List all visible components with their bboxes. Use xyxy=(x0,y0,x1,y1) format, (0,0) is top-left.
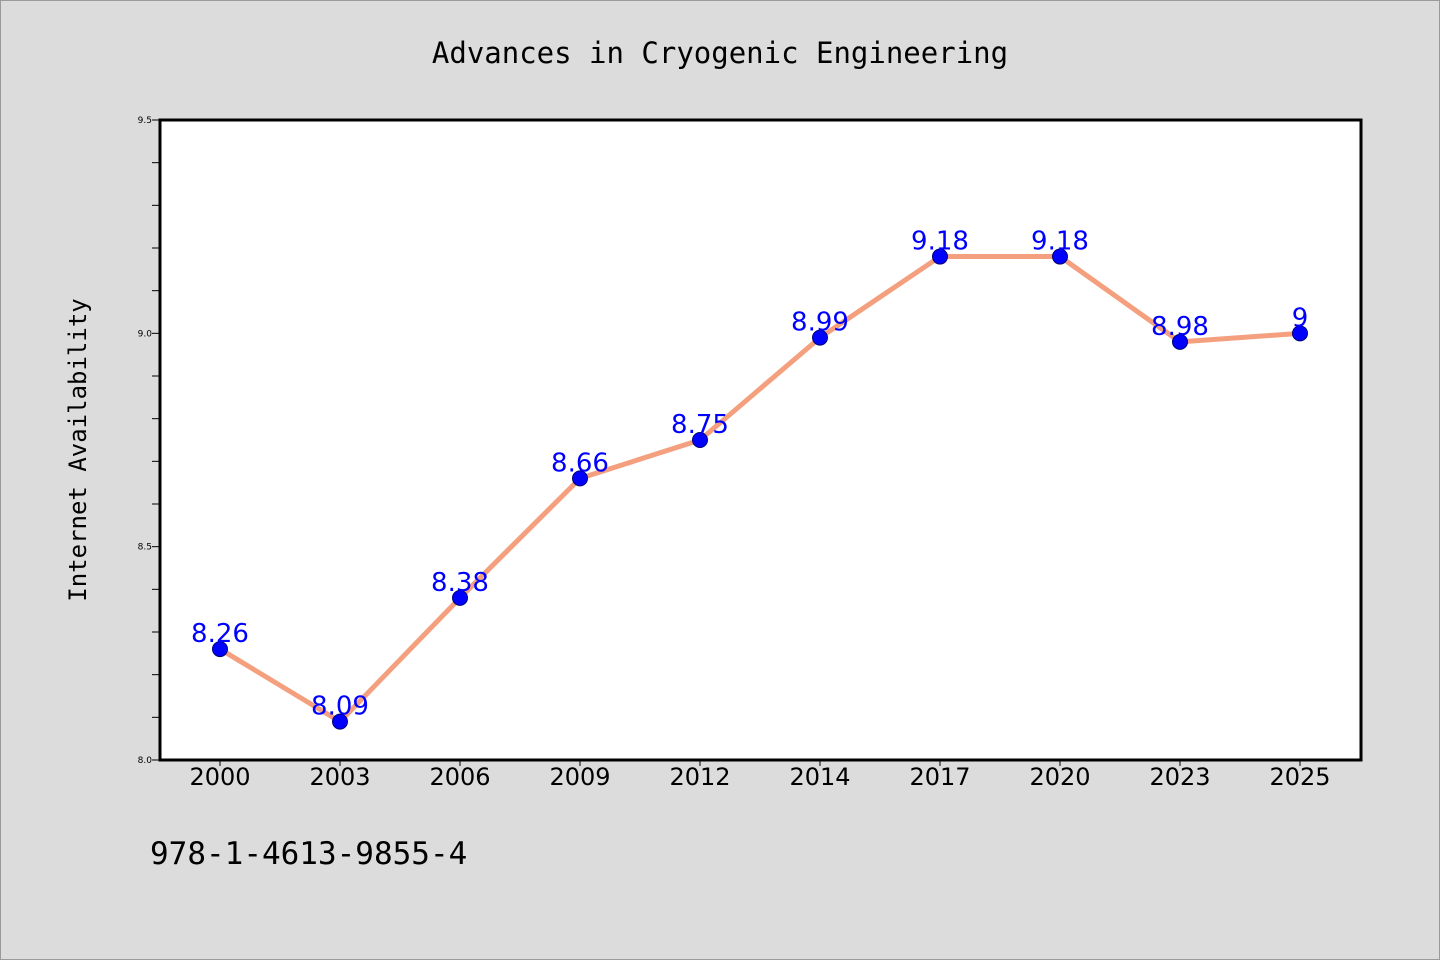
series-layer: 8.26 8.09 8.38 8.66 8.75 8.99 9.18 9.18 8.98 9 xyxy=(191,227,1308,730)
y-axis-ticks: 8.0 8.5 9.0 9.5 xyxy=(138,116,160,766)
y-tick-label: 8.5 xyxy=(138,543,152,553)
data-label: 8.09 xyxy=(311,692,369,722)
data-point xyxy=(452,589,468,606)
data-point xyxy=(1292,325,1308,342)
plot-border xyxy=(158,118,1363,762)
data-point xyxy=(812,329,828,346)
x-tick-label: 2000 xyxy=(189,763,250,791)
data-point xyxy=(212,641,228,658)
series-line xyxy=(217,254,1303,725)
data-point xyxy=(932,248,948,265)
data-label: 9 xyxy=(1292,303,1309,333)
x-tick-label: 2014 xyxy=(789,763,850,791)
data-label: 9.18 xyxy=(1031,227,1089,257)
chart-title: Advances in Cryogenic Engineering xyxy=(432,36,1008,70)
data-point xyxy=(692,432,708,448)
data-point xyxy=(1172,333,1188,350)
data-point xyxy=(332,713,348,730)
y-tick-label: 8.0 xyxy=(138,756,153,766)
x-tick-label: 2020 xyxy=(1029,763,1090,791)
data-label: 8.99 xyxy=(791,308,849,338)
data-label: 8.66 xyxy=(551,448,609,478)
x-tick-label: 2023 xyxy=(1149,763,1210,791)
x-axis-ticks: 2000 2003 2006 2009 2012 2014 2017 2020 2023 2025 xyxy=(189,760,1331,791)
data-label: 9.18 xyxy=(911,227,969,257)
data-label: 8.38 xyxy=(431,568,489,598)
x-tick-label: 2003 xyxy=(309,763,370,791)
data-label: 8.98 xyxy=(1151,312,1209,342)
data-point xyxy=(572,470,588,487)
x-tick-label: 2017 xyxy=(909,763,970,791)
x-tick-label: 2012 xyxy=(669,763,730,791)
y-tick-label: 9.5 xyxy=(138,116,152,126)
data-point xyxy=(1052,248,1068,265)
y-tick-label: 9.0 xyxy=(138,329,153,339)
data-label: 8.75 xyxy=(671,410,729,440)
plot-area xyxy=(160,120,1361,760)
y-axis-label: Internet Availability xyxy=(64,298,92,601)
x-tick-label: 2025 xyxy=(1269,763,1330,791)
x-tick-label: 2009 xyxy=(549,763,610,791)
isbn-footer: 978-1-4613-9855-4 xyxy=(150,836,467,872)
data-label: 8.26 xyxy=(191,619,249,649)
x-tick-label: 2006 xyxy=(429,763,490,791)
